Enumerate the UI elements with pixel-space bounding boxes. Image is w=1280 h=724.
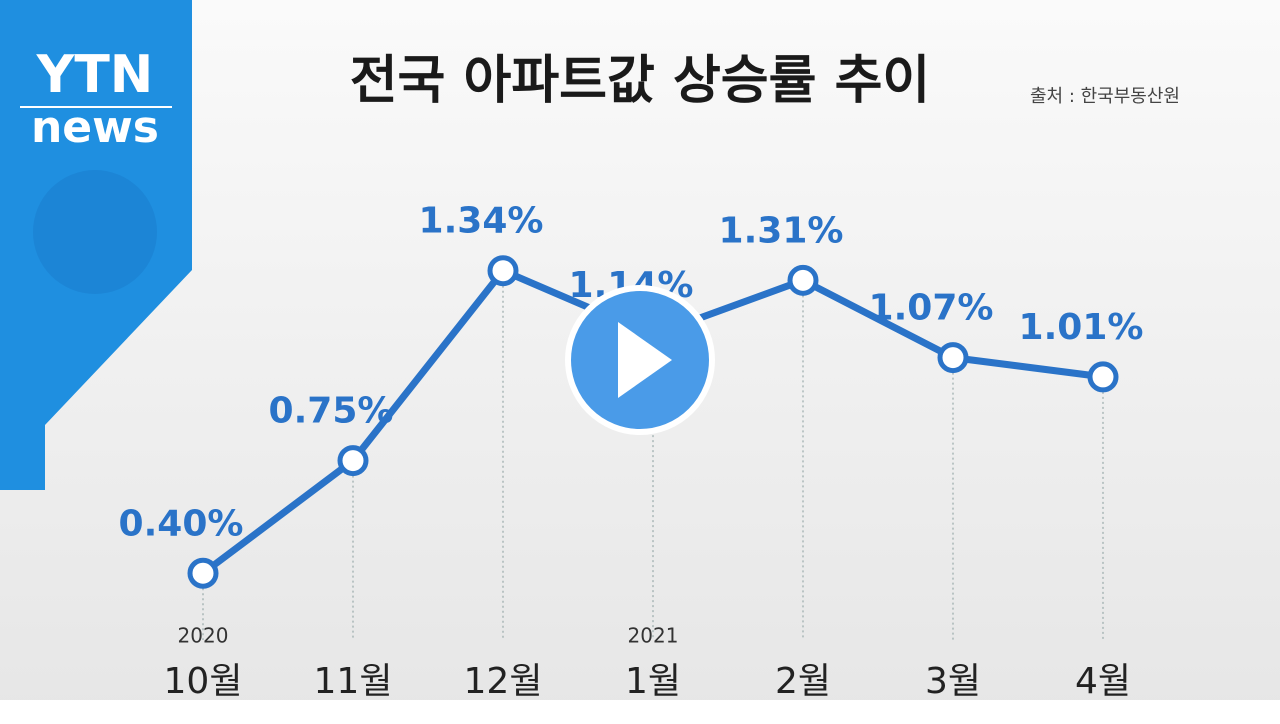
point: [1087, 361, 1119, 393]
value-label: 1.07%: [869, 288, 994, 329]
value-label: 0.75%: [269, 391, 394, 432]
value-label: 1.01%: [1019, 307, 1144, 348]
x-tick-label: 4월: [1075, 661, 1131, 702]
point: [337, 445, 369, 477]
year-label: 2020: [178, 624, 229, 648]
x-tick-label: 10월: [164, 661, 243, 702]
value-label: 0.40%: [119, 503, 244, 544]
play-button[interactable]: [565, 285, 715, 435]
logo-top: YTN: [36, 45, 154, 105]
source: 출처 : 한국부동산원: [1030, 86, 1180, 107]
logo-circle: [33, 170, 157, 294]
value-label: 1.31%: [719, 210, 844, 251]
point: [187, 557, 219, 589]
x-tick-label: 3월: [925, 661, 981, 702]
logo-bottom: news: [31, 102, 159, 153]
x-tick-label: 2월: [775, 661, 831, 702]
value-label: 1.34%: [419, 201, 544, 242]
logo-panel: YTN news: [0, 0, 192, 490]
chart-title: 전국 아파트값 상승률 추이: [350, 51, 931, 111]
x-tick-label: 11월: [314, 661, 393, 702]
x-tick-label: 1월: [625, 661, 681, 702]
point: [487, 255, 519, 287]
point: [787, 264, 819, 296]
x-tick-label: 12월: [464, 661, 543, 702]
point: [937, 342, 969, 374]
bottom-band: [0, 700, 1280, 720]
play-icon[interactable]: [618, 322, 672, 398]
